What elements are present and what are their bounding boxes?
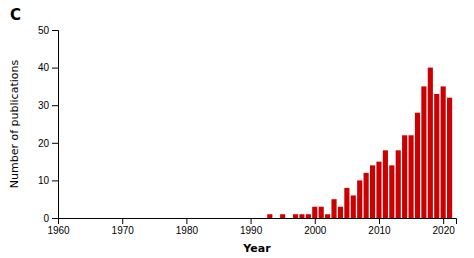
y-tick-mark — [52, 68, 58, 69]
x-tick: 2010 — [368, 218, 391, 236]
y-tick-mark — [52, 105, 58, 106]
y-tick: 0 — [43, 213, 58, 224]
bar — [357, 180, 362, 218]
bar — [428, 68, 433, 218]
x-tick: 2000 — [304, 218, 327, 236]
x-tick-mark — [315, 218, 316, 224]
bar — [396, 150, 401, 218]
y-tick-mark — [52, 30, 58, 31]
x-tick: 1960 — [47, 218, 70, 236]
y-tick-mark — [52, 218, 58, 219]
y-tick-mark — [52, 180, 58, 181]
bar — [319, 207, 324, 218]
x-tick: 1970 — [112, 218, 135, 236]
x-tick-mark — [122, 218, 123, 224]
x-tick: 2020 — [433, 218, 456, 236]
y-tick: 40 — [38, 62, 58, 73]
bar — [408, 135, 413, 218]
x-tick-mark — [251, 218, 252, 224]
x-tick-mark — [443, 218, 444, 224]
bar — [280, 214, 285, 218]
bar — [287, 218, 292, 219]
y-tick-label: 50 — [38, 25, 50, 36]
bar — [312, 207, 317, 218]
y-tick-label: 40 — [38, 62, 50, 73]
bar — [299, 214, 304, 218]
title: C — [10, 6, 21, 24]
y-tick: 50 — [38, 25, 58, 36]
bar — [376, 162, 381, 218]
bar — [351, 195, 356, 218]
bar — [402, 135, 407, 218]
x-tick-label: 1960 — [47, 225, 70, 236]
bars — [267, 68, 452, 218]
bar — [338, 207, 343, 218]
y-axis-line — [52, 31, 59, 219]
bar — [434, 94, 439, 218]
chart: 1960 1970 1980 1990 2000 2010 2020 0 10 20 30 40 50 Y… — [0, 0, 474, 258]
bar — [421, 86, 426, 218]
x-tick-label: 2000 — [304, 225, 327, 236]
y-tick-label: 20 — [38, 138, 50, 149]
bar — [364, 173, 369, 218]
x-tick-mark — [379, 218, 380, 224]
y-axis-title: Number of publications — [8, 60, 21, 189]
bar — [344, 188, 349, 218]
x-tick-label: 1980 — [176, 225, 199, 236]
x-axis: 1960 1970 1980 1990 2000 2010 2020 — [47, 218, 456, 236]
y-tick: 30 — [38, 100, 58, 111]
y-tick-label: 10 — [38, 175, 50, 186]
x-tick-label: 1970 — [112, 225, 135, 236]
bar — [383, 150, 388, 218]
x-tick: 1980 — [176, 218, 199, 236]
bar — [331, 199, 336, 218]
y-axis: 0 10 20 30 40 50 — [38, 25, 59, 224]
y-tick-label: 30 — [38, 100, 50, 111]
bar — [267, 214, 272, 218]
bar — [293, 214, 298, 218]
y-tick: 20 — [38, 138, 58, 149]
x-tick-mark — [186, 218, 187, 224]
x-tick: 1990 — [240, 218, 263, 236]
x-tick-label: 2010 — [368, 225, 391, 236]
bar — [415, 113, 420, 218]
bar — [447, 98, 452, 218]
y-tick: 10 — [38, 175, 58, 186]
bar — [370, 165, 375, 218]
y-tick-mark — [52, 143, 58, 144]
x-tick-label: 2020 — [433, 225, 456, 236]
bar — [389, 165, 394, 218]
x-axis-line — [59, 219, 457, 225]
x-tick-label: 1990 — [240, 225, 263, 236]
bar — [306, 214, 311, 218]
bar — [325, 214, 330, 218]
bar — [441, 86, 446, 218]
bar — [274, 218, 279, 219]
plot: 1960 1970 1980 1990 2000 2010 2020 0 10 20 30 40 50 Y… — [8, 25, 457, 255]
y-tick-label: 0 — [43, 213, 49, 224]
x-axis-title: Year — [242, 242, 271, 255]
